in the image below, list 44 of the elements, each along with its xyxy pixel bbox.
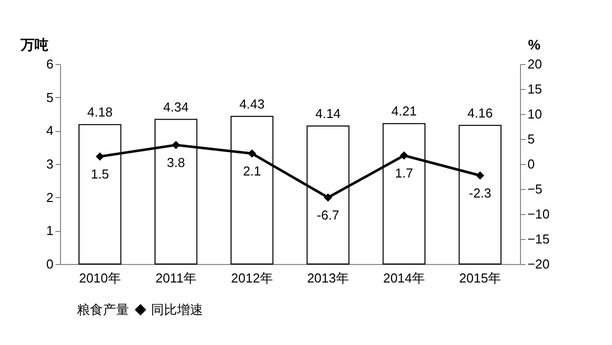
y2-tick-label: 5 [528, 132, 535, 146]
y-tick-label: 1 [46, 223, 54, 238]
y2-tick-label: 0 [528, 156, 535, 172]
y-tick-label: 2 [46, 190, 54, 205]
y2-tick-label: −10 [528, 206, 550, 222]
y2-tick-label: 15 [528, 82, 542, 96]
point [248, 149, 256, 158]
y2-tick-label: 20 [528, 56, 542, 72]
point [324, 193, 332, 202]
x-tick-label: 2013年 [307, 270, 349, 286]
data-label: 4.34 [163, 99, 189, 114]
point [172, 140, 180, 150]
data-label: 4.21 [391, 104, 417, 119]
y2-tick-label: −20 [528, 256, 550, 272]
x-tick-label: 2015年 [459, 270, 502, 286]
x-tick-label: 2010年 [78, 270, 121, 286]
text: 粮食产量 [77, 302, 129, 317]
x-tick-label: 2012年 [231, 270, 273, 286]
data-label: -2.3 [468, 186, 492, 200]
point [476, 171, 484, 180]
y2-axis-title: % [528, 36, 542, 52]
data-label: 4.18 [87, 104, 113, 120]
y-tick-label: 5 [46, 90, 54, 105]
point [400, 151, 408, 160]
y-axis-title: 万吨 [20, 36, 48, 52]
data-label: 2.1 [242, 164, 262, 178]
y-tick-label: 3 [46, 156, 54, 172]
point [96, 152, 104, 161]
data-label: 1.5 [90, 166, 109, 182]
data-label: 3.8 [166, 155, 185, 170]
y-tick-label: 0 [46, 256, 54, 272]
data-label: 4.16 [467, 105, 493, 120]
data-label: -6.7 [316, 208, 340, 222]
y2-tick-label: −15 [528, 232, 550, 246]
data-label: 4.14 [315, 106, 341, 121]
y2-tick-label: 10 [528, 106, 542, 122]
legend-label: 同比增速 [151, 302, 203, 317]
data-label: 4.43 [239, 96, 265, 112]
x-tick-label: 2011年 [155, 270, 196, 286]
x-tick-label: 2014年 [383, 270, 426, 286]
y-tick-label: 6 [46, 56, 54, 72]
data-label: 1.7 [395, 166, 414, 180]
y2-tick-label: −5 [528, 182, 542, 196]
y-tick-label: 4 [46, 123, 54, 138]
